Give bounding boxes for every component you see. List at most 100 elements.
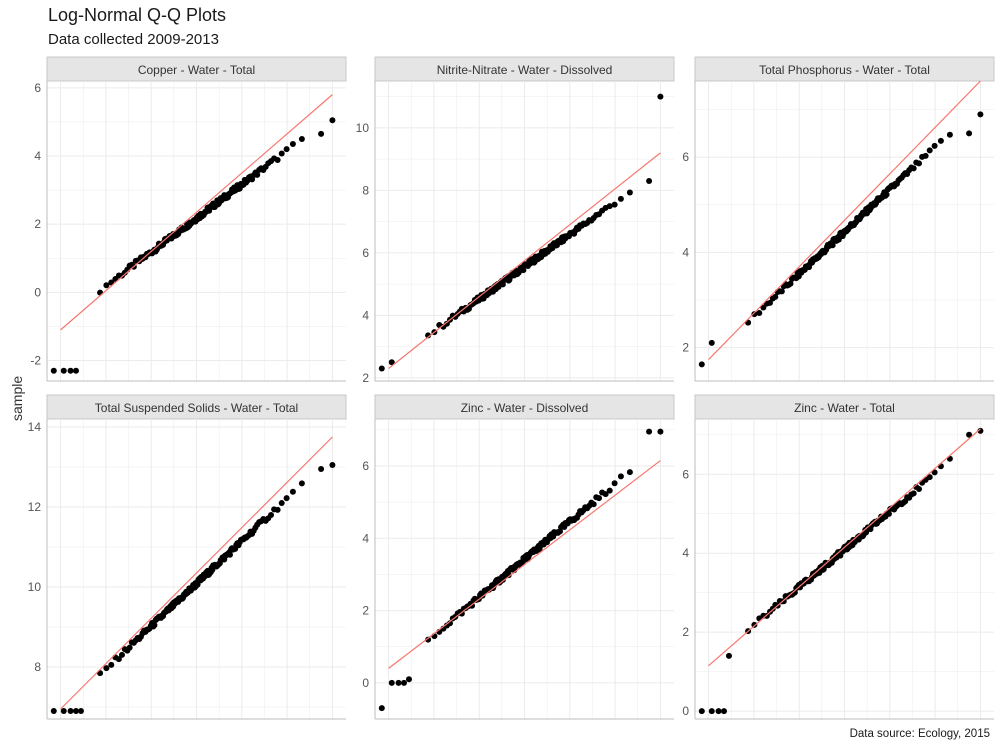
qq-point	[646, 178, 653, 184]
qq-point	[698, 361, 705, 368]
qq-point	[278, 500, 285, 507]
qq-point	[151, 622, 158, 629]
facet-strip-label: Nitrite-Nitrate - Water - Dissolved	[437, 63, 613, 77]
qq-reference-line	[708, 80, 981, 360]
qq-point	[72, 708, 79, 714]
y-tick-label: 6	[362, 459, 369, 473]
facet-strip-label: Zinc - Water - Dissolved	[461, 401, 589, 415]
chart-title: Log-Normal Q-Q Plots	[48, 5, 227, 25]
qq-point	[931, 469, 938, 476]
qq-point	[922, 152, 929, 159]
qq-point	[103, 282, 110, 289]
qq-point	[103, 665, 110, 672]
y-tick-label: 8	[34, 660, 41, 674]
qq-reference-line	[708, 428, 981, 667]
qq-point	[751, 311, 758, 318]
qq-point	[646, 428, 653, 435]
qq-point	[274, 156, 281, 163]
qq-point	[329, 462, 336, 468]
qq-point	[50, 708, 57, 714]
qq-point	[60, 367, 67, 374]
qq-point	[268, 511, 275, 518]
qq-point	[708, 339, 715, 346]
qq-point	[787, 280, 794, 287]
qq-point	[937, 463, 944, 470]
qq-point	[966, 431, 973, 438]
y-tick-label: 0	[34, 285, 41, 299]
qq-point	[657, 93, 664, 100]
qq-point	[388, 359, 395, 366]
y-tick-label: 12	[28, 500, 42, 514]
qq-point	[626, 189, 633, 196]
qq-point	[931, 142, 938, 149]
qq-point	[977, 111, 984, 118]
qq-point	[298, 136, 305, 143]
qq-point	[405, 676, 412, 683]
y-tick-label: 10	[356, 121, 370, 135]
qq-point	[977, 427, 984, 434]
qq-point	[425, 332, 432, 339]
qq-point	[378, 365, 385, 372]
facet-strip	[694, 56, 995, 82]
y-tick-label: 2	[362, 604, 369, 618]
y-tick-label: -2	[30, 354, 41, 368]
y-tick-label: 6	[362, 246, 369, 260]
qq-point	[67, 708, 74, 714]
facet-strip	[46, 56, 347, 82]
qq-point	[446, 620, 453, 627]
y-tick-label: 2	[682, 341, 689, 355]
qq-point	[766, 299, 773, 306]
y-tick-label: 2	[682, 625, 689, 639]
qq-point	[115, 656, 122, 663]
facet-strip-label: Total Suspended Solids - Water - Total	[95, 401, 298, 415]
qq-point	[829, 242, 836, 249]
qq-point	[910, 490, 917, 497]
qq-point	[910, 165, 917, 172]
qq-point	[772, 293, 779, 300]
qq-reference-line	[388, 460, 661, 669]
y-tick-label: 6	[34, 81, 41, 95]
facet-strip	[374, 394, 675, 420]
qq-point	[97, 289, 104, 296]
qq-point	[602, 491, 609, 498]
y-tick-label: 0	[362, 676, 369, 690]
qq-point	[378, 705, 385, 712]
qq-point	[318, 130, 325, 137]
qq-point	[289, 488, 296, 495]
qq-point	[458, 610, 465, 617]
qq-point	[50, 367, 57, 374]
qq-point	[720, 708, 727, 715]
qq-point	[72, 367, 79, 374]
qq-point	[937, 137, 944, 144]
qq-point	[926, 474, 933, 481]
chart-subtitle: Data collected 2009-2013	[48, 31, 219, 48]
qq-point	[617, 473, 624, 480]
y-tick-label: 14	[28, 420, 42, 434]
qq-point	[254, 171, 261, 178]
qq-point	[395, 679, 402, 686]
qq-reference-line	[388, 152, 661, 369]
qq-point	[226, 551, 233, 558]
y-tick-label: 8	[362, 183, 369, 197]
facet-strip-label: Copper - Water - Total	[138, 63, 255, 77]
qq-point	[708, 708, 715, 715]
qq-point	[400, 679, 407, 686]
qq-point	[590, 501, 597, 508]
qq-point	[916, 486, 923, 493]
y-tick-label: 4	[362, 308, 369, 322]
qq-point	[194, 581, 201, 588]
qq-point	[274, 506, 281, 513]
y-tick-label: 10	[28, 580, 42, 594]
qq-point	[388, 679, 395, 686]
y-tick-label: 4	[682, 245, 689, 259]
qq-point	[505, 572, 512, 579]
qq-point	[596, 495, 603, 502]
qq-point	[611, 201, 618, 208]
qq-point	[329, 117, 336, 124]
y-tick-label: 2	[34, 217, 41, 231]
qq-point	[780, 598, 787, 605]
facet-strip	[694, 394, 995, 420]
qq-point	[715, 708, 722, 715]
y-tick-label: 6	[682, 467, 689, 481]
